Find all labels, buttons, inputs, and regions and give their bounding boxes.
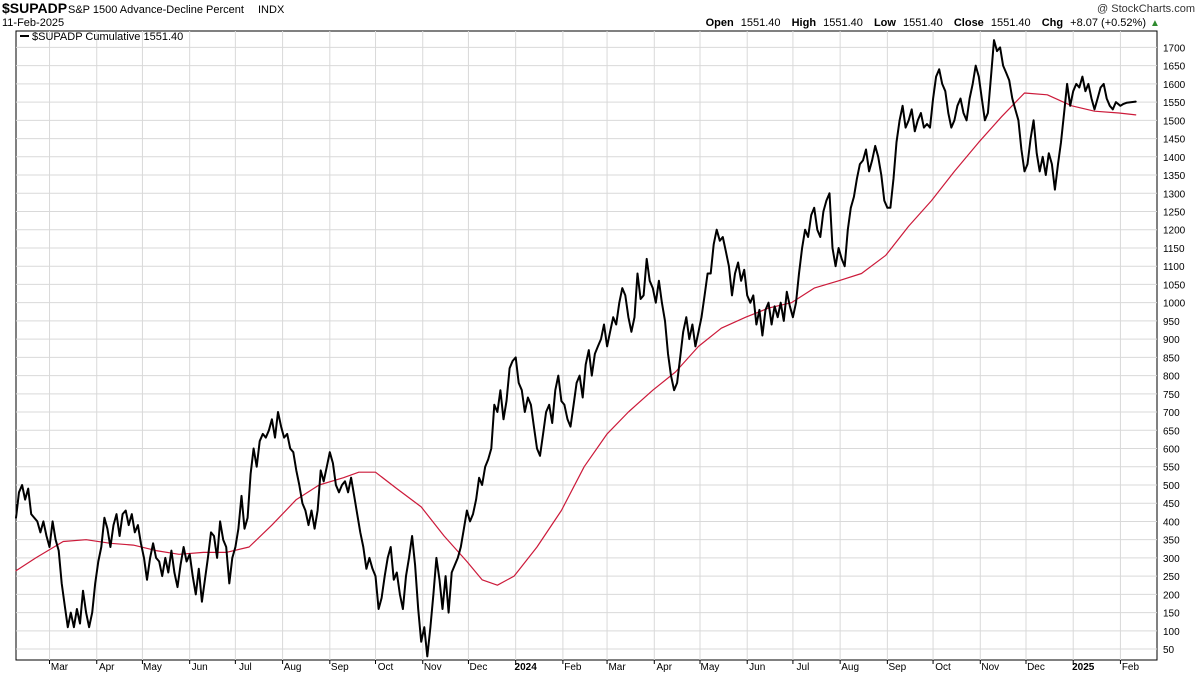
price-line <box>15 39 1137 658</box>
y-tick-label: 1150 <box>1163 244 1185 255</box>
y-tick-label: 600 <box>1163 445 1180 456</box>
x-tick-label: Oct <box>935 662 951 673</box>
high-label: High <box>792 17 817 29</box>
y-tick-label: 1450 <box>1163 135 1186 146</box>
x-tick-label: Sep <box>331 662 349 673</box>
x-tick-label: Aug <box>284 662 302 673</box>
y-tick-label: 100 <box>1163 627 1180 638</box>
close-value: 1551.40 <box>991 17 1031 29</box>
y-tick-label: 1500 <box>1163 116 1186 127</box>
x-tick-label: May <box>701 662 720 673</box>
y-tick-label: 1200 <box>1163 226 1186 237</box>
security-name: S&P 1500 Advance-Decline Percent <box>68 4 244 16</box>
x-tick-label: Aug <box>841 662 859 673</box>
y-tick-label: 50 <box>1163 645 1175 656</box>
y-tick-label: 550 <box>1163 463 1180 474</box>
x-tick-label: Feb <box>564 662 582 673</box>
x-tick-label: Apr <box>657 662 673 673</box>
x-tick-label: Nov <box>424 662 442 673</box>
low-value: 1551.40 <box>903 17 943 29</box>
y-tick-label: 200 <box>1163 590 1180 601</box>
y-tick-label: 1600 <box>1163 80 1186 91</box>
svg-text:Open 1551.40 H: Open 1551.40 High 1551.40 Low 1551.40 Cl… <box>706 17 1146 29</box>
moving-average-line <box>15 92 1137 586</box>
y-tick-label: 150 <box>1163 609 1180 620</box>
x-tick-label: Jun <box>192 662 208 673</box>
y-tick-label: 700 <box>1163 408 1180 419</box>
open-label: Open <box>706 17 734 29</box>
plot-area <box>15 30 1158 661</box>
y-tick-label: 500 <box>1163 481 1180 492</box>
y-tick-label: 1000 <box>1163 299 1186 310</box>
high-value: 1551.40 <box>823 17 863 29</box>
legend-text: $SUPADP Cumulative 1551.40 <box>32 31 183 43</box>
watermark-text: @ StockCharts.com <box>1097 3 1195 15</box>
x-tick-label: May <box>143 662 162 673</box>
y-tick-label: 650 <box>1163 426 1180 437</box>
chg-label: Chg <box>1042 17 1063 29</box>
y-tick-label: 1300 <box>1163 189 1186 200</box>
y-tick-label: 1400 <box>1163 153 1186 164</box>
x-tick-label: Oct <box>378 662 394 673</box>
y-tick-label: 450 <box>1163 499 1180 510</box>
low-label: Low <box>874 17 896 29</box>
exchange-text: INDX <box>258 4 285 16</box>
y-tick-label: 1050 <box>1163 280 1186 291</box>
y-tick-label: 800 <box>1163 372 1180 383</box>
x-tick-label: Apr <box>99 662 115 673</box>
y-tick-label: 750 <box>1163 390 1180 401</box>
x-tick-label: Mar <box>51 662 69 673</box>
x-tick-label: Sep <box>888 662 906 673</box>
series-lines <box>15 39 1137 658</box>
y-tick-label: 250 <box>1163 572 1180 583</box>
symbol-text: $SUPADP <box>2 0 67 16</box>
x-tick-label: Feb <box>1122 662 1140 673</box>
chg-value: +8.07 (+0.52%) <box>1070 17 1146 29</box>
y-tick-label: 850 <box>1163 353 1180 364</box>
legend: $SUPADP Cumulative 1551.40 <box>20 31 183 43</box>
y-tick-label: 1250 <box>1163 207 1186 218</box>
axis-labels: 50 100 150 200 250 300 350 400 450 500 550 600 650 70… <box>49 43 1186 673</box>
y-tick-label: 1550 <box>1163 98 1186 109</box>
y-tick-label: 1350 <box>1163 171 1186 182</box>
grid-lines <box>16 31 1157 660</box>
close-label: Close <box>954 17 984 29</box>
x-tick-label: Jun <box>749 662 765 673</box>
ohlc-readout: Open 1551.40 High 1551.40 Low 1551.40 Cl… <box>706 17 1160 29</box>
x-tick-label: Mar <box>608 662 626 673</box>
y-tick-label: 300 <box>1163 554 1180 565</box>
date-text: 11-Feb-2025 <box>2 17 64 29</box>
x-tick-label: Jul <box>797 662 810 673</box>
x-tick-label: Jul <box>239 662 252 673</box>
x-tick-label: 2025 <box>1072 662 1095 673</box>
y-tick-label: 1100 <box>1163 262 1185 273</box>
x-tick-label: 2024 <box>515 662 538 673</box>
y-tick-label: 1650 <box>1163 62 1186 73</box>
y-tick-label: 350 <box>1163 536 1180 547</box>
up-arrow-icon: ▲ <box>1150 18 1160 29</box>
x-tick-label: Dec <box>1027 662 1045 673</box>
y-tick-label: 1700 <box>1163 43 1186 54</box>
y-tick-label: 900 <box>1163 335 1180 346</box>
y-tick-label: 950 <box>1163 317 1180 328</box>
y-tick-label: 400 <box>1163 517 1180 528</box>
x-tick-label: Nov <box>981 662 999 673</box>
open-value: 1551.40 <box>741 17 781 29</box>
x-tick-label: Dec <box>470 662 488 673</box>
